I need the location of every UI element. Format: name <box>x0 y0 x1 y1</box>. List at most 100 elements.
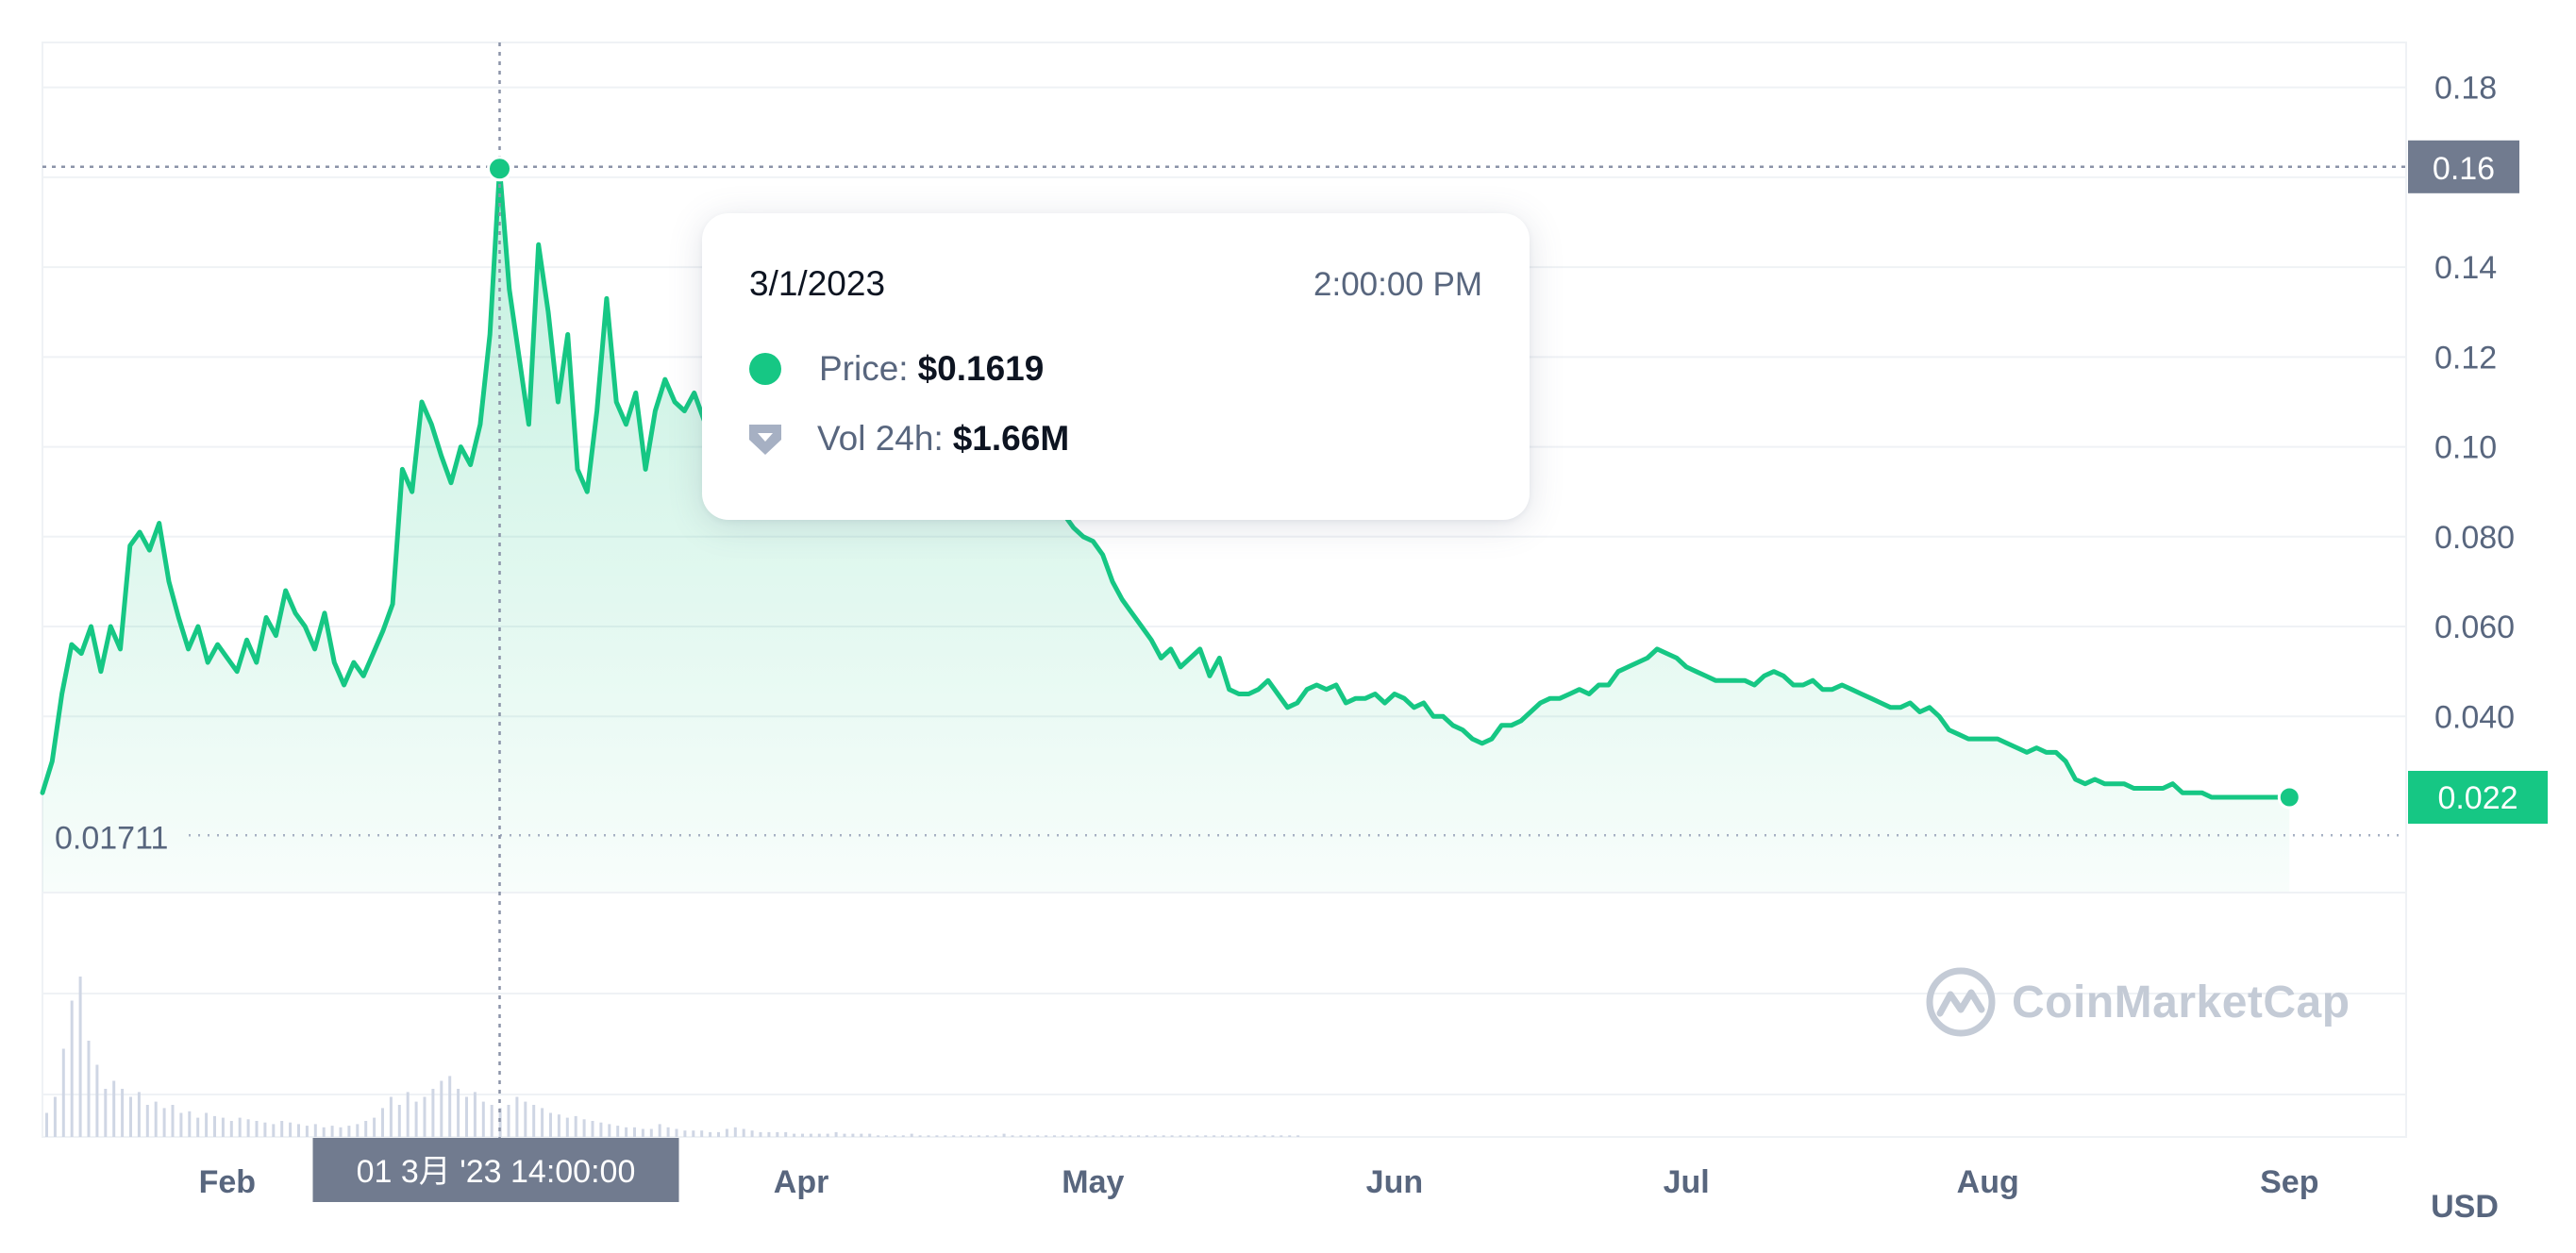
volume-bar <box>1086 1135 1090 1137</box>
volume-bar <box>1103 1135 1107 1137</box>
y-tick-label: 0.14 <box>2434 250 2497 286</box>
volume-bar <box>507 1105 510 1137</box>
y-tick-label: 0.10 <box>2434 430 2497 466</box>
x-tick-label: Jun <box>1366 1164 1423 1200</box>
price-dot-icon <box>749 353 781 385</box>
tooltip-price-label: Price: <box>819 349 909 388</box>
volume-bar <box>305 1126 309 1137</box>
volume-bar <box>574 1115 577 1137</box>
volume-bar <box>700 1130 704 1137</box>
volume-bar <box>457 1089 460 1137</box>
volume-bar <box>675 1128 678 1137</box>
volume-bar <box>1078 1135 1081 1137</box>
volume-bar <box>1028 1135 1031 1137</box>
volume-bar <box>171 1105 175 1137</box>
volume-bar <box>322 1127 326 1137</box>
volume-bar <box>238 1117 242 1137</box>
volume-bar <box>1213 1135 1216 1137</box>
current-price-marker <box>2408 771 2548 824</box>
volume-bar <box>524 1101 527 1137</box>
x-tick-label: Feb <box>199 1164 256 1200</box>
volume-bar <box>255 1121 259 1137</box>
volume-bar <box>397 1105 401 1137</box>
volume-bar <box>625 1127 628 1137</box>
volume-bar <box>440 1080 443 1137</box>
volume-bar <box>1002 1133 1006 1137</box>
volume-bar <box>473 1092 477 1137</box>
volume-bar <box>843 1133 846 1137</box>
volume-bar <box>709 1131 712 1137</box>
volume-bar <box>608 1124 611 1137</box>
volume-bar <box>599 1122 603 1137</box>
tooltip-price-value: $0.1619 <box>917 349 1045 388</box>
volume-bar <box>1263 1135 1266 1137</box>
volume-bar <box>1053 1135 1056 1137</box>
volume-bar <box>944 1135 947 1137</box>
volume-bar <box>423 1096 427 1137</box>
price-line <box>40 166 2292 800</box>
volume-bar <box>465 1096 468 1137</box>
volume-bar <box>347 1126 351 1137</box>
volume-bar <box>1221 1135 1224 1137</box>
volume-bar <box>649 1128 653 1137</box>
range-low-label: 0.01711 <box>55 820 168 856</box>
volume-bar <box>1170 1135 1174 1137</box>
volume-bar <box>196 1117 200 1137</box>
tooltip-volume-row: Vol 24h: $1.66M <box>749 419 1069 459</box>
volume-bar <box>591 1121 594 1137</box>
volume-bar <box>213 1115 216 1137</box>
volume-bar <box>826 1133 829 1137</box>
volume-bar <box>1129 1135 1132 1137</box>
volume-bar <box>582 1119 586 1137</box>
volume-bar <box>1045 1135 1048 1137</box>
volume-bar <box>885 1135 888 1137</box>
volume-bar <box>78 977 82 1137</box>
x-tick-label: Sep <box>2260 1164 2318 1200</box>
current-price-marker-label: 0.022 <box>2437 780 2517 816</box>
volume-bar <box>641 1128 644 1137</box>
volume-bar <box>330 1126 334 1137</box>
volume-bar <box>129 1096 132 1137</box>
volume-bar <box>683 1130 687 1137</box>
volume-bar <box>356 1124 360 1137</box>
volume-bar <box>313 1124 317 1137</box>
volume-bars <box>45 977 1300 1137</box>
volume-bar <box>834 1131 838 1137</box>
plot-frame <box>42 42 2407 1138</box>
volume-bar <box>112 1080 116 1137</box>
volume-bar <box>817 1133 821 1137</box>
volume-bar <box>1204 1135 1208 1137</box>
volume-bar <box>927 1135 930 1137</box>
volume-bar <box>414 1101 418 1137</box>
volume-bar <box>481 1101 485 1137</box>
x-tick-label: Apr <box>774 1164 829 1200</box>
y-tick-label: 0.12 <box>2434 340 2497 376</box>
volume-bar <box>121 1089 125 1137</box>
axes: 0.18 0.14 0.12 0.10 0.080 0.060 0.040 0.01711 0.… <box>55 71 2548 1225</box>
volume-bar <box>742 1128 745 1137</box>
volume-bar <box>1011 1135 1014 1137</box>
volume-bar <box>1271 1135 1275 1137</box>
volume-bar <box>297 1124 300 1137</box>
volume-bar <box>666 1127 670 1137</box>
volume-bar <box>616 1126 620 1137</box>
volume-bar <box>154 1101 158 1137</box>
volume-bar <box>1288 1135 1292 1137</box>
hover-tooltip: 3/1/2023 2:00:00 PM Price: $0.1619 Vol 2… <box>702 213 1530 520</box>
volume-bar <box>969 1135 972 1137</box>
volume-bar <box>1019 1135 1023 1137</box>
volume-bar <box>985 1135 989 1137</box>
x-tick-label: May <box>1062 1164 1124 1200</box>
volume-bar <box>1120 1135 1124 1137</box>
y-tick-label: 0.18 <box>2434 71 2497 107</box>
volume-bar <box>725 1128 728 1137</box>
volume-bar <box>205 1112 209 1137</box>
volume-bar <box>801 1133 804 1137</box>
volume-bar <box>541 1108 544 1137</box>
volume-bar <box>935 1135 939 1137</box>
volume-bar <box>162 1108 166 1137</box>
x-tick-label: Jul <box>1664 1164 1710 1200</box>
y-tick-label: 0.060 <box>2434 610 2515 645</box>
volume-bar <box>901 1135 905 1137</box>
